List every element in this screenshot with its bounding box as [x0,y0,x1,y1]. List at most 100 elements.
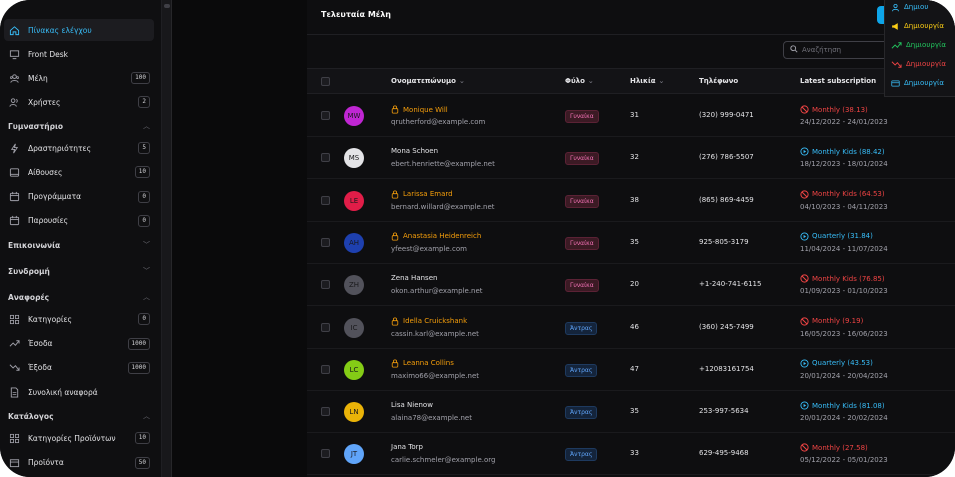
sidebar-scrollbar[interactable] [162,0,172,477]
members-icon [8,72,20,84]
sidebar-item[interactable]: Προϊόντα 50 [4,452,154,474]
table-row[interactable]: MW Monique Will qrutherford@example.com Γυν… [307,95,955,137]
table-row[interactable]: AH Anastasia Heidenreich yfeest@example.co… [307,222,955,264]
lock-icon [391,105,399,114]
subscription-dates: 20/01/2024 - 20/02/2024 [800,414,888,423]
table-row[interactable]: MS Mona Schoen ebert.henriette@example.net… [307,137,955,180]
row-checkbox[interactable] [321,407,330,417]
table-row[interactable]: JT Jana Torp carlie.schmeler@example.org Άν… [307,433,955,476]
search-input[interactable]: Αναζήτηση [783,41,893,59]
sidebar-item[interactable]: Δραστηριότητες 5 [4,137,154,159]
table-header: Ονοματεπώνυμο ⌄ Φύλο ⌄ Ηλικία ⌄ Τηλέφωνο La… [307,68,955,94]
member-phone: +1-240-741-6115 [699,280,762,289]
table-row[interactable]: IC Idella Cruickshank cassin.karl@example.… [307,307,955,349]
member-phone: (276) 786-5507 [699,153,754,162]
column-age[interactable]: Ηλικία ⌄ [630,77,665,85]
sidebar-section[interactable]: Αναφορές ︿ [8,288,150,306]
sidebar: Πίνακας ελέγχου Front Desk Μέλη 100 Χρήστες 2… [0,0,162,477]
member-email: ebert.henriette@example.net [391,160,495,169]
table-row[interactable]: LC Leanna Collins maximo66@example.net Άντρ… [307,349,955,391]
menu-item[interactable]: Δημιου [891,0,928,14]
member-name[interactable]: Jana Torp [391,443,423,452]
ban-icon [800,274,809,283]
sidebar-item[interactable]: Προγράμματα 0 [4,186,154,208]
member-email: bernard.willard@example.net [391,202,495,211]
menu-item[interactable]: Δημιουργία [891,76,944,90]
gender-badge: Άντρας [565,363,598,377]
lock-icon [391,317,399,326]
sidebar-section-label: Αναφορές [8,292,50,302]
sidebar-item-label: Συνολική αναφορά [28,387,98,397]
column-gender[interactable]: Φύλο ⌄ [565,77,594,85]
chevron-up-icon: ︿ [143,293,150,302]
sidebar-item[interactable]: Συνολική αναφορά [4,381,154,403]
sidebar-item[interactable]: Μέλη 100 [4,67,154,89]
sidebar-item[interactable]: Έξοδα 1000 [4,357,154,379]
create-menu: Δημιου Δημιουργία Δημιουργία Δημιουργία Δημι… [884,0,955,97]
member-name[interactable]: Lisa Nienow [391,401,433,410]
table-row[interactable]: ZH Zena Hansen okon.arthur@example.net Γυνα… [307,264,955,307]
sidebar-section[interactable]: Επικοινωνία ﹀ [8,236,150,254]
row-checkbox[interactable] [321,322,330,332]
row-checkbox[interactable] [321,111,330,120]
room-icon [8,166,20,178]
sidebar-item[interactable]: Έσοδα 1000 [4,333,154,355]
sidebar-item[interactable]: Κατηγορίες Προϊόντων 10 [4,427,154,449]
gender-badge: Γυναίκα [565,152,599,166]
count-badge: 0 [138,190,150,203]
menu-item[interactable]: Δημιουργία [891,19,944,33]
sidebar-section[interactable]: Κατάλογος ︿ [8,407,150,425]
row-checkbox[interactable] [321,449,330,459]
count-badge: 100 [131,72,150,84]
count-badge: 10 [134,166,150,179]
subscription-dates: 01/09/2023 - 01/10/2023 [800,287,888,296]
menu-item[interactable]: Δημιουργία [891,38,946,52]
row-checkbox[interactable] [321,237,330,247]
member-phone: 253-997-5634 [699,407,749,416]
main-content: Τελευταία Μέλη Αναζήτηση Ονοματεπώνυμο ⌄ … [307,0,955,477]
member-name[interactable]: Larissa Emard [391,190,453,199]
subscription-status: Monthly (27.58) [800,443,868,452]
member-name[interactable]: Zena Hansen [391,274,438,283]
ban-icon [800,189,809,199]
sidebar-section-label: Κατάλογος [8,411,54,421]
row-checkbox[interactable] [321,195,330,205]
member-age: 33 [630,449,639,458]
chevron-down-icon: ⌄ [458,77,465,85]
sidebar-item[interactable]: Παρουσίες 0 [4,210,154,232]
count-badge: 0 [138,214,150,227]
member-phone: (320) 999-0471 [699,111,754,119]
avatar: IC [344,317,364,338]
sidebar-item[interactable]: Κατηγορίες 0 [4,308,154,330]
subscription-dates: 16/05/2023 - 16/06/2023 [800,329,888,338]
count-badge: 5 [138,142,150,154]
row-checkbox[interactable] [321,153,330,163]
member-name[interactable]: Idella Cruickshank [391,317,467,326]
sidebar-item[interactable]: Χρήστες 2 [4,91,154,113]
table-row[interactable]: LE Larissa Emard bernard.willard@example.n… [307,180,955,222]
menu-item[interactable]: Δημιουργία [891,57,946,71]
column-phone: Τηλέφωνο [699,77,739,85]
column-name[interactable]: Ονοματεπώνυμο ⌄ [391,77,465,85]
count-badge: 1000 [127,337,150,350]
count-badge: 10 [134,432,150,445]
sidebar-section[interactable]: Γυμναστήριο ︿ [8,117,150,135]
sidebar-item[interactable]: Αίθουσες 10 [4,161,154,183]
sidebar-item[interactable]: Front Desk [4,43,154,65]
row-checkbox[interactable] [321,280,330,290]
member-name[interactable]: Leanna Collins [391,359,454,368]
member-name[interactable]: Monique Will [391,105,448,114]
row-checkbox[interactable] [321,364,330,374]
subscription-dates: 05/12/2022 - 05/01/2023 [800,456,888,465]
gender-badge: Γυναίκα [565,236,599,250]
sidebar-section[interactable]: Συνδρομή ﹀ [8,262,150,280]
sidebar-item-label: Πίνακας ελέγχου [28,25,92,35]
table-row[interactable]: LN Lisa Nienow alaina78@example.net Άντρας 3… [307,391,955,434]
calendar-icon [8,215,20,227]
member-name[interactable]: Mona Schoen [391,147,439,156]
chevron-up-icon: ︿ [143,122,150,130]
scrollbar-thumb[interactable] [164,4,170,8]
member-name[interactable]: Anastasia Heidenreich [391,232,481,241]
sidebar-item[interactable]: Πίνακας ελέγχου [4,19,154,41]
select-all-checkbox[interactable] [321,77,330,86]
